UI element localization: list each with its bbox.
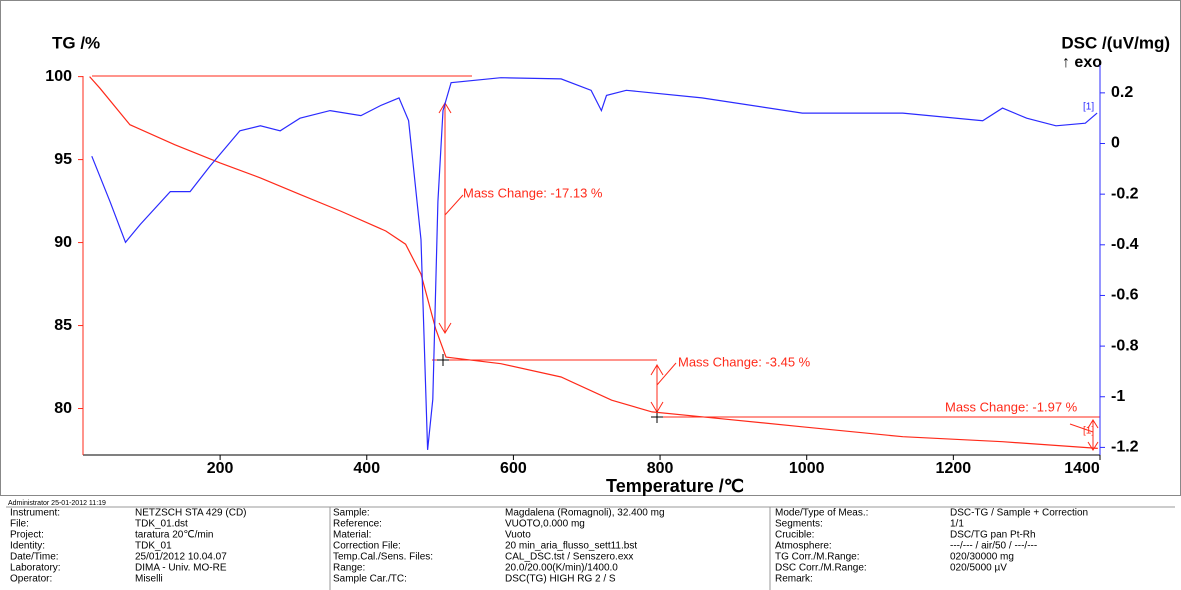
annotation-guides [92,75,1100,451]
info-value: Vuoto [505,530,531,541]
info-key: Material: [333,530,371,541]
y2-tick-label: -1.2 [1111,439,1139,456]
info-value: DSC-TG / Sample + Correction [950,508,1088,519]
info-key: Temp.Cal./Sens. Files: [333,552,433,563]
series-line [89,76,1098,449]
info-value: ---/--- / air/50 / ---/--- [950,541,1037,552]
y-tick-label: 85 [54,317,72,334]
step-markers [437,354,663,423]
info-key: Sample: [333,508,370,519]
info-key: Range: [333,563,365,574]
info-key: TG Corr./M.Range: [775,552,859,563]
info-key: Reference: [333,519,382,530]
info-value: DSC/TG pan Pt-Rh [950,530,1036,541]
x-tick-label: 200 [207,460,234,477]
info-key: Crucible: [775,530,814,541]
info-key: Instrument: [10,508,60,519]
y-tick-label: 95 [54,151,72,168]
info-value: 25/01/2012 10.04.07 [135,552,227,563]
info-value: 20 min_aria_flusso_sett11.bst [505,541,637,552]
info-value: NETZSCH STA 429 (CD) [135,508,247,519]
y-tick-label: 100 [45,68,72,85]
info-value: TDK_01 [135,541,172,552]
y2-tick-label: -0.8 [1111,337,1139,354]
y2-tick-label: -0.2 [1111,185,1139,202]
info-key: Identity: [10,541,45,552]
info-value: Miselli [135,574,163,585]
y2-tick-label: 0.2 [1111,84,1133,101]
y2-note: ↑ exo [1062,54,1102,71]
x-tick-label: 1000 [789,460,825,477]
y2-tick-label: -0.4 [1111,236,1139,253]
series-line [91,77,1098,450]
frame [0,0,1181,496]
info-value: 1/1 [950,519,964,530]
info-value: DIMA - Univ. MO-RE [135,563,227,574]
info-value: 020/30000 mg [950,552,1014,563]
y2-tick-label: 0 [1111,135,1120,152]
info-key: Project: [10,530,44,541]
info-key: Date/Time: [10,552,59,563]
y2-tick-label: -0.6 [1111,287,1139,304]
annotation: Mass Change: -3.45 % [678,354,811,369]
info-value: taratura 20℃/min [135,530,214,541]
info-value: 020/5000 µV [950,563,1007,574]
info-value: TDK_01.dst [135,519,188,530]
info-key: Sample Car./TC: [333,574,407,585]
info-key: Atmosphere: [775,541,832,552]
x-tick-label: 600 [500,460,527,477]
y-axis-label: TG /% [52,33,100,52]
info-key: Mode/Type of Meas.: [775,508,868,519]
info-value: CAL_DSC.tst / Senszero.exx [505,552,633,563]
x-tick-label: 1400 [1064,460,1100,477]
info-key: Laboratory: [10,563,61,574]
annotation: Mass Change: -17.13 % [463,185,603,200]
annotation: Mass Change: -1.97 % [945,399,1078,414]
y2-axis-label: DSC /(uV/mg) [1061,33,1170,52]
info-key: Correction File: [333,541,401,552]
y-tick-label: 90 [54,234,72,251]
x-tick-label: 800 [647,460,674,477]
x-tick-label: 1200 [936,460,972,477]
info-key: Segments: [775,519,823,530]
info-key: Remark: [775,574,813,585]
curve-tag: [1] [1083,426,1094,437]
info-value: Magdalena (Romagnoli), 32.400 mg [505,508,665,519]
y-tick-label: 80 [54,400,72,417]
info-value: DSC(TG) HIGH RG 2 / S [505,574,616,585]
x-tick-label: 400 [353,460,380,477]
info-value: VUOTO,0.000 mg [505,519,585,530]
footer: Administrator 25-01-2012 11:19 [8,500,106,507]
info-key: Operator: [10,574,52,585]
curve-tag: [1] [1083,102,1094,113]
x-axis-label: Temperature /℃ [606,476,744,496]
info-key: File: [10,519,29,530]
info-key: DSC Corr./M.Range: [775,563,867,574]
info-value: 20.0/20.00(K/min)/1400.0 [505,563,618,574]
y2-tick-label: -1 [1111,388,1125,405]
